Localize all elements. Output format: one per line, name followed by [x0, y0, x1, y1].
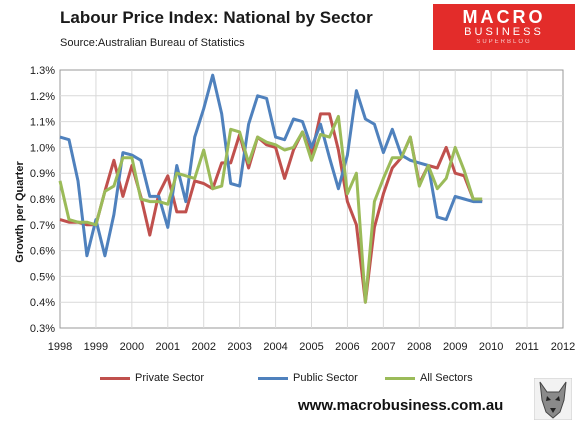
x-tick-label: 2001	[156, 341, 180, 353]
series-line-all-sectors	[58, 114, 483, 304]
y-tick-label: 0.6%	[30, 246, 55, 258]
x-tick-label: 1999	[84, 341, 108, 353]
wolf-icon	[534, 378, 572, 420]
x-tick-label: 2003	[227, 341, 251, 353]
legend-swatch-all	[385, 376, 415, 380]
y-tick-label: 0.4%	[30, 297, 55, 309]
x-tick-label: 2009	[443, 341, 467, 353]
x-tick-label: 2010	[479, 341, 503, 353]
y-tick-label: 1.2%	[30, 91, 55, 103]
x-axis-ticks: 1998 1999 2000 2001 2002 2003 2004 2005 2006 2007…	[48, 341, 575, 353]
legend: Private Sector Public Sector All Sectors	[0, 372, 579, 388]
x-tick-label: 2012	[551, 341, 575, 353]
y-tick-label: 1.1%	[30, 117, 55, 129]
y-tick-label: 1.3%	[30, 65, 55, 77]
x-tick-label: 2011	[515, 341, 539, 353]
x-tick-label: 2008	[407, 341, 431, 353]
y-tick-label: 1.0%	[30, 142, 55, 154]
logo-line-macro: MACRO	[462, 7, 546, 27]
legend-item-public: Public Sector	[258, 372, 358, 384]
x-tick-label: 2005	[299, 341, 323, 353]
grid-lines	[60, 70, 563, 328]
legend-item-private: Private Sector	[100, 372, 204, 384]
chart-title: Labour Price Index: National by Sector	[60, 8, 373, 27]
y-axis-ticks: 0.3% 0.4% 0.5% 0.6% 0.7% 0.8% 0.9% 1.0% 1.1% 1.2%…	[30, 65, 55, 335]
series-lines	[58, 73, 483, 304]
chart-source: Source:Australian Bureau of Statistics	[60, 37, 245, 49]
x-tick-label: 1998	[48, 341, 72, 353]
y-tick-label: 0.8%	[30, 194, 55, 206]
y-tick-label: 0.9%	[30, 168, 55, 180]
logo-line-superblog: SUPERBLOG	[476, 39, 532, 45]
y-tick-label: 0.3%	[30, 323, 55, 335]
legend-label-public: Public Sector	[293, 372, 358, 384]
legend-swatch-private	[100, 376, 130, 380]
x-tick-label: 2007	[371, 341, 395, 353]
series-line-public-sector	[59, 73, 483, 258]
website-link[interactable]: www.macrobusiness.com.au	[298, 397, 504, 414]
x-tick-label: 2004	[263, 341, 287, 353]
x-tick-label: 2002	[191, 341, 215, 353]
x-tick-label: 2000	[120, 341, 144, 353]
y-tick-label: 0.7%	[30, 220, 55, 232]
legend-item-all: All Sectors	[385, 372, 473, 384]
y-tick-label: 0.5%	[30, 271, 55, 283]
legend-swatch-public	[258, 376, 288, 380]
macrobusiness-logo: MACRO BUSINESS SUPERBLOG	[433, 4, 575, 50]
legend-label-all: All Sectors	[420, 372, 473, 384]
logo-line-business: BUSINESS	[464, 26, 544, 38]
legend-label-private: Private Sector	[135, 372, 205, 384]
x-tick-label: 2006	[335, 341, 359, 353]
